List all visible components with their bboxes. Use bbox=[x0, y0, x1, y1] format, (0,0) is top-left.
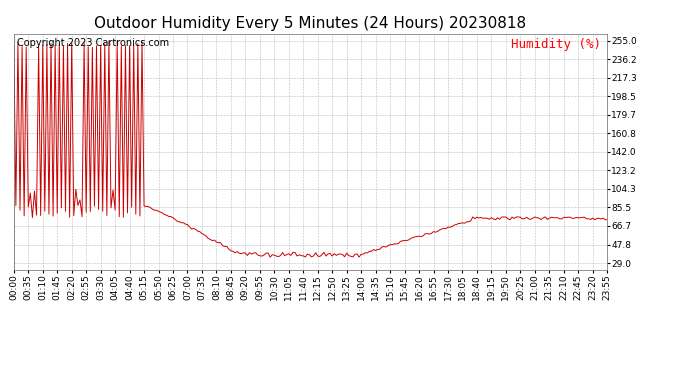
Text: Copyright 2023 Cartronics.com: Copyright 2023 Cartronics.com bbox=[17, 39, 169, 48]
Text: Humidity (%): Humidity (%) bbox=[511, 39, 601, 51]
Title: Outdoor Humidity Every 5 Minutes (24 Hours) 20230818: Outdoor Humidity Every 5 Minutes (24 Hou… bbox=[95, 16, 526, 31]
